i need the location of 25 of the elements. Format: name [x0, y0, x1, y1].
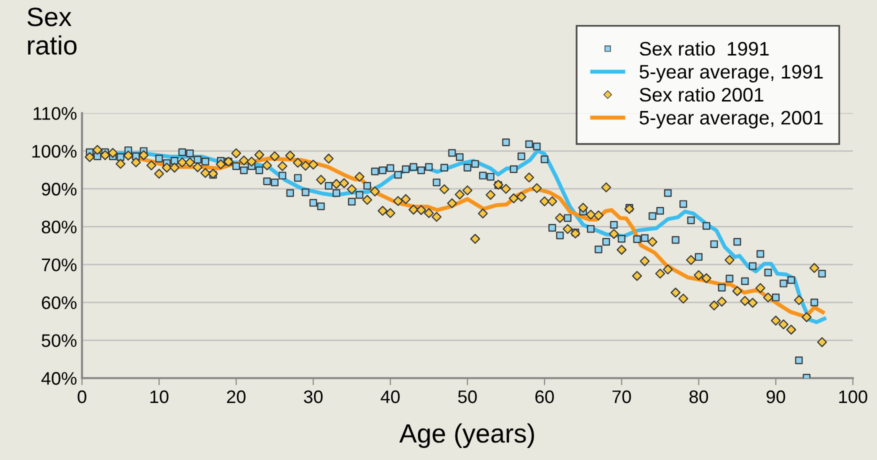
legend-label: Sex ratio 2001: [640, 87, 764, 102]
y-axis-title: Sex ratio: [28, 8, 77, 55]
x-tick-label: 60: [535, 390, 554, 404]
legend-label: 5-year average, 1991: [640, 64, 823, 82]
x-tick-label: 20: [227, 390, 246, 404]
x-tick-label: 70: [612, 390, 631, 404]
x-tick-label: 90: [766, 390, 786, 404]
y-tick-label: 110%: [34, 107, 76, 120]
x-tick-label: 80: [689, 390, 708, 404]
y-tick-label: 60%: [42, 296, 76, 310]
y-tick-label: 100%: [32, 144, 76, 158]
y-tick-label: 80%: [42, 220, 76, 234]
x-tick-label: 100: [839, 390, 868, 404]
x-tick-label: 40: [380, 390, 400, 404]
x-tick-label: 10: [150, 390, 168, 404]
y-tick-label: 50%: [42, 334, 76, 347]
y-tick-label: 90%: [42, 182, 76, 196]
legend-label: Sex ratio 1991: [640, 41, 769, 56]
legend-label: 5-year average, 2001: [640, 110, 823, 128]
x-tick-label: 30: [304, 390, 323, 404]
x-tick-label: 0: [78, 390, 86, 404]
x-tick-label: 50: [458, 390, 477, 404]
x-axis-title: Age (years): [399, 423, 534, 448]
y-tick-label: 70%: [42, 258, 76, 272]
y-tick-label: 40%: [41, 372, 76, 385]
